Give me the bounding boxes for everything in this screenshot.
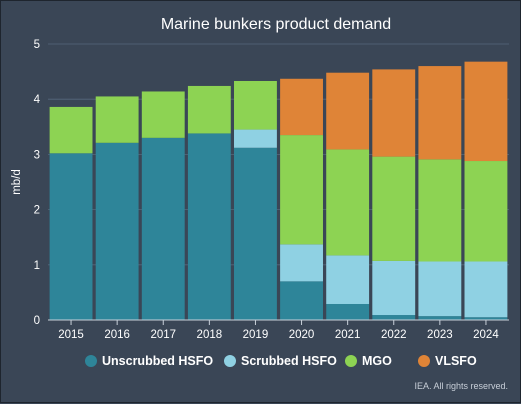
bar-vlsfo-2023 (418, 66, 462, 160)
bar-unscrubbed-hsfo-2023 (418, 316, 462, 320)
bar-mgo-2015 (49, 106, 93, 154)
y-axis-label: mb/d (11, 169, 23, 195)
credit-text: IEA. All rights reserved. (414, 381, 508, 391)
bar-unscrubbed-hsfo-2020 (280, 281, 323, 320)
bar-unscrubbed-hsfo-2016 (95, 142, 139, 320)
bar-vlsfo-2020 (280, 78, 323, 136)
bar-vlsfo-2022 (372, 69, 416, 157)
bar-mgo-2018 (187, 85, 231, 134)
bar-unscrubbed-hsfo-2021 (326, 303, 370, 320)
x-tick-label: 2018 (197, 329, 223, 341)
x-tick-label: 2019 (243, 329, 269, 341)
legend-marker (345, 355, 357, 367)
bar-mgo-2017 (141, 91, 185, 138)
bar-stacks (49, 61, 508, 320)
bar-mgo-2023 (418, 159, 462, 262)
bar-scrubbed-hsfo-2023 (418, 261, 462, 317)
bar-vlsfo-2024 (464, 61, 508, 162)
bar-vlsfo-2021 (326, 72, 370, 150)
bar-mgo-2019 (234, 80, 277, 130)
bar-unscrubbed-hsfo-2015 (49, 153, 93, 320)
bar-scrubbed-hsfo-2022 (372, 260, 416, 316)
legend-marker (85, 355, 97, 367)
bar-unscrubbed-hsfo-2024 (464, 317, 508, 320)
y-tick-label: 2 (34, 205, 40, 217)
bar-mgo-2020 (280, 135, 323, 245)
legend-label: MGO (362, 354, 392, 368)
x-tick-label: 2023 (427, 329, 453, 341)
bar-mgo-2022 (372, 156, 416, 261)
legend-marker (224, 355, 236, 367)
x-tick-labels: 2015 2016 2017 2018 2019 2020 2021 2022 2023 2024 (58, 320, 499, 341)
bar-unscrubbed-hsfo-2022 (372, 315, 416, 320)
y-tick-label: 0 (34, 315, 40, 327)
y-tick-label: 1 (34, 260, 40, 272)
x-tick-label: 2021 (335, 329, 361, 341)
bar-scrubbed-hsfo-2019 (234, 129, 277, 148)
y-tick-label: 3 (34, 149, 40, 161)
x-tick-label: 2020 (289, 329, 315, 341)
bar-scrubbed-hsfo-2024 (464, 261, 508, 318)
y-tick-label: 4 (34, 94, 41, 106)
x-tick-label: 2024 (473, 329, 499, 341)
chart-title: Marine bunkers product demand (161, 16, 391, 33)
bar-mgo-2021 (326, 149, 370, 256)
bar-mgo-2024 (464, 161, 508, 262)
x-tick-label: 2016 (104, 329, 130, 341)
bar-scrubbed-hsfo-2021 (326, 255, 370, 304)
legend-label: Scrubbed HSFO (241, 354, 337, 368)
x-tick-label: 2022 (381, 329, 407, 341)
bar-mgo-2016 (95, 96, 139, 143)
bar-unscrubbed-hsfo-2017 (141, 137, 185, 320)
bar-unscrubbed-hsfo-2019 (234, 147, 277, 320)
legend: Unscrubbed HSFO Scrubbed HSFO MGO VLSFO (85, 354, 477, 368)
legend-marker (418, 355, 430, 367)
x-tick-label: 2017 (150, 329, 176, 341)
bar-scrubbed-hsfo-2020 (280, 244, 323, 282)
y-tick-label: 5 (34, 39, 40, 51)
bar-unscrubbed-hsfo-2018 (187, 133, 231, 320)
legend-label: Unscrubbed HSFO (102, 354, 213, 368)
y-tick-labels: 0 1 2 3 4 5 (34, 39, 41, 327)
x-tick-label: 2015 (58, 329, 84, 341)
legend-label: VLSFO (435, 354, 477, 368)
